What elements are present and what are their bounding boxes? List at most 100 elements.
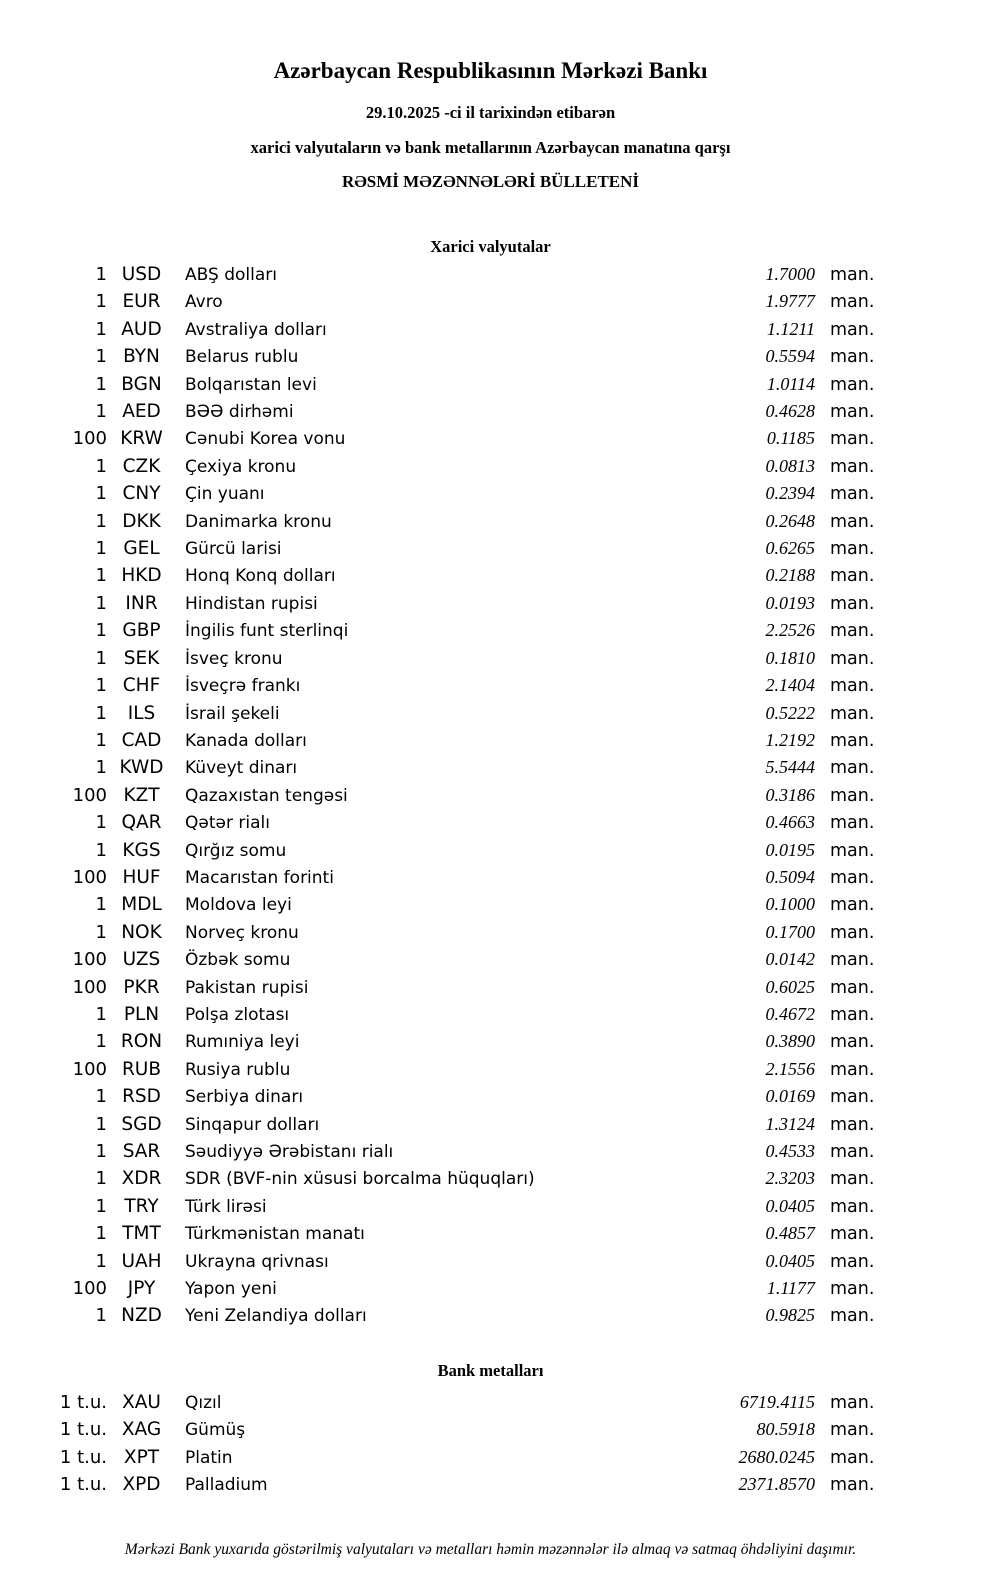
rate-row: 1 TRY Türk lirəsi 0.0405 man.: [0, 1193, 877, 1220]
quantity-value: 1: [95, 702, 107, 724]
currency-code: JPY: [127, 1278, 156, 1300]
rate-value: 0.5222: [765, 702, 816, 723]
quantity-value: 1: [95, 894, 107, 916]
rate-row: 1 CHF İsveçrə frankı 2.1404 man.: [0, 672, 877, 699]
quantity-value: 1: [95, 538, 107, 560]
rate-row: 100 KZT Qazaxıstan tengəsi 0.3186 man.: [0, 782, 877, 809]
quantity-value: 1: [95, 373, 107, 395]
currency-name: Avstraliya dolları: [185, 319, 327, 340]
currency-code: USD: [121, 264, 162, 285]
rate-value: 1.3124: [765, 1113, 816, 1134]
obligation-disclaimer: Mərkəzi Bank yuxarıda göstərilmiş valyut…: [124, 1541, 857, 1558]
currency-code: CNY: [122, 483, 161, 505]
unit-label: man.: [830, 922, 875, 943]
rate-row: 1 ILS İsrail şekeli 0.5222 man.: [0, 700, 877, 727]
rate-row: 1 TMT Türkmənistan manatı 0.4857 man.: [0, 1220, 877, 1247]
unit-label: man.: [830, 566, 875, 587]
rate-value: 0.9825: [765, 1305, 816, 1326]
currency-code: XAU: [122, 1392, 161, 1413]
unit-label: man.: [830, 1306, 875, 1327]
currency-code: GBP: [122, 620, 161, 642]
rate-row: 1 AED BƏƏ dirhəmi 0.4628 man.: [0, 398, 877, 425]
unit-label: man.: [830, 1224, 875, 1245]
currency-code: UAH: [121, 1250, 162, 1272]
currency-name: Platin: [185, 1447, 233, 1468]
rate-row: 1 NZD Yeni Zelandiya dolları 0.9825 man.: [0, 1302, 877, 1329]
currency-code: EUR: [122, 291, 161, 313]
rate-row: 1 SAR Səudiyyə Ərəbistanı rialı 0.4533 m…: [0, 1138, 877, 1165]
unit-label: man.: [830, 1279, 875, 1300]
quantity-value: 100: [72, 866, 107, 888]
rate-row: 1 BGN Bolqarıstan levi 1.0114 man.: [0, 371, 877, 398]
quantity-value: 1 t.u.: [59, 1446, 107, 1468]
currency-code: ILS: [127, 702, 156, 724]
quantity-value: 1: [95, 1168, 107, 1190]
unit-label: man.: [830, 977, 875, 998]
section-heading-bank-metals: Bank metalları: [437, 1361, 544, 1380]
unit-label: man.: [830, 456, 875, 477]
rate-value: 0.1185: [766, 428, 815, 449]
quantity-value: 100: [72, 428, 107, 450]
rate-row: 100 RUB Rusiya rublu 2.1556 man.: [0, 1056, 877, 1083]
quantity-value: 1: [95, 757, 107, 779]
currency-name: Kanada dolları: [185, 730, 307, 751]
unit-label: man.: [830, 1087, 875, 1108]
rate-row: 1 BYN Belarus rublu 0.5594 man.: [0, 343, 877, 370]
quantity-value: 1: [95, 1031, 107, 1053]
quantity-value: 1: [95, 1305, 107, 1327]
rate-value: 80.5918: [756, 1419, 816, 1440]
currency-code: SGD: [121, 1113, 162, 1135]
rate-value: 0.0405: [765, 1250, 816, 1271]
quantity-value: 100: [72, 784, 107, 806]
quantity-value: 1: [95, 291, 107, 313]
currency-name: Yeni Zelandiya dolları: [185, 1306, 367, 1327]
rate-value: 0.5094: [765, 866, 816, 887]
rate-row: 1 CAD Kanada dolları 1.2192 man.: [0, 727, 877, 754]
currency-name: Avro: [185, 292, 223, 313]
rate-row: 1 NOK Norveç kronu 0.1700 man.: [0, 919, 877, 946]
rate-value: 2.3203: [765, 1168, 816, 1189]
currency-name: ABŞ dolları: [185, 265, 277, 285]
unit-label: man.: [830, 1393, 875, 1413]
rate-value: 2371.8570: [738, 1474, 816, 1495]
currency-name: Bolqarıstan levi: [185, 374, 317, 395]
currency-name: Palladium: [185, 1475, 268, 1496]
unit-label: man.: [830, 703, 875, 724]
currency-code: KWD: [119, 757, 164, 779]
unit-label: man.: [830, 484, 875, 505]
currency-name: Özbək somu: [185, 950, 291, 971]
rate-value: 0.5594: [765, 346, 816, 367]
unit-label: man.: [830, 1142, 875, 1162]
currency-code: SEK: [123, 647, 160, 669]
rate-value: 0.2648: [765, 510, 816, 531]
currency-code: TMT: [122, 1223, 161, 1245]
unit-label: man.: [830, 292, 875, 313]
rate-value: 0.1810: [765, 647, 816, 668]
currency-code: CZK: [122, 455, 161, 477]
currency-code: BGN: [121, 373, 162, 395]
unit-label: man.: [830, 1475, 875, 1496]
quantity-value: 1: [95, 401, 107, 423]
unit-label: man.: [830, 429, 875, 450]
currency-name: Türkmənistan manatı: [185, 1224, 365, 1245]
currency-code: INR: [125, 592, 158, 614]
rate-value: 1.7000: [765, 264, 816, 284]
rate-row: 1 t.u. XPT Platin 2680.0245 man.: [0, 1444, 877, 1471]
rate-row: 1 HKD Honq Konq dolları 0.2188 man.: [0, 562, 877, 589]
quantity-value: 1 t.u.: [59, 1392, 107, 1413]
quantity-value: 1: [95, 1086, 107, 1108]
currency-code: PKR: [123, 976, 160, 998]
unit-label: man.: [830, 1059, 875, 1080]
currency-code: TRY: [124, 1195, 159, 1217]
quantity-value: 1 t.u.: [59, 1474, 107, 1496]
currency-name: Hindistan rupisi: [185, 593, 318, 614]
currency-name: Qətər rialı: [185, 813, 270, 834]
currency-code: KGS: [122, 839, 161, 861]
bank-title: Azərbaycan Respublikasının Mərkəzi Bankı: [273, 58, 708, 83]
rate-row: 1 KGS Qırğız somu 0.0195 man.: [0, 837, 877, 864]
currency-code: PLN: [123, 1003, 160, 1025]
rate-value: 0.2394: [765, 483, 816, 504]
rate-row: 1 t.u. XPD Palladium 2371.8570 man.: [0, 1471, 877, 1498]
rate-row: 1 EUR Avro 1.9777 man.: [0, 288, 877, 315]
currency-name: İsrail şekeli: [185, 703, 280, 724]
